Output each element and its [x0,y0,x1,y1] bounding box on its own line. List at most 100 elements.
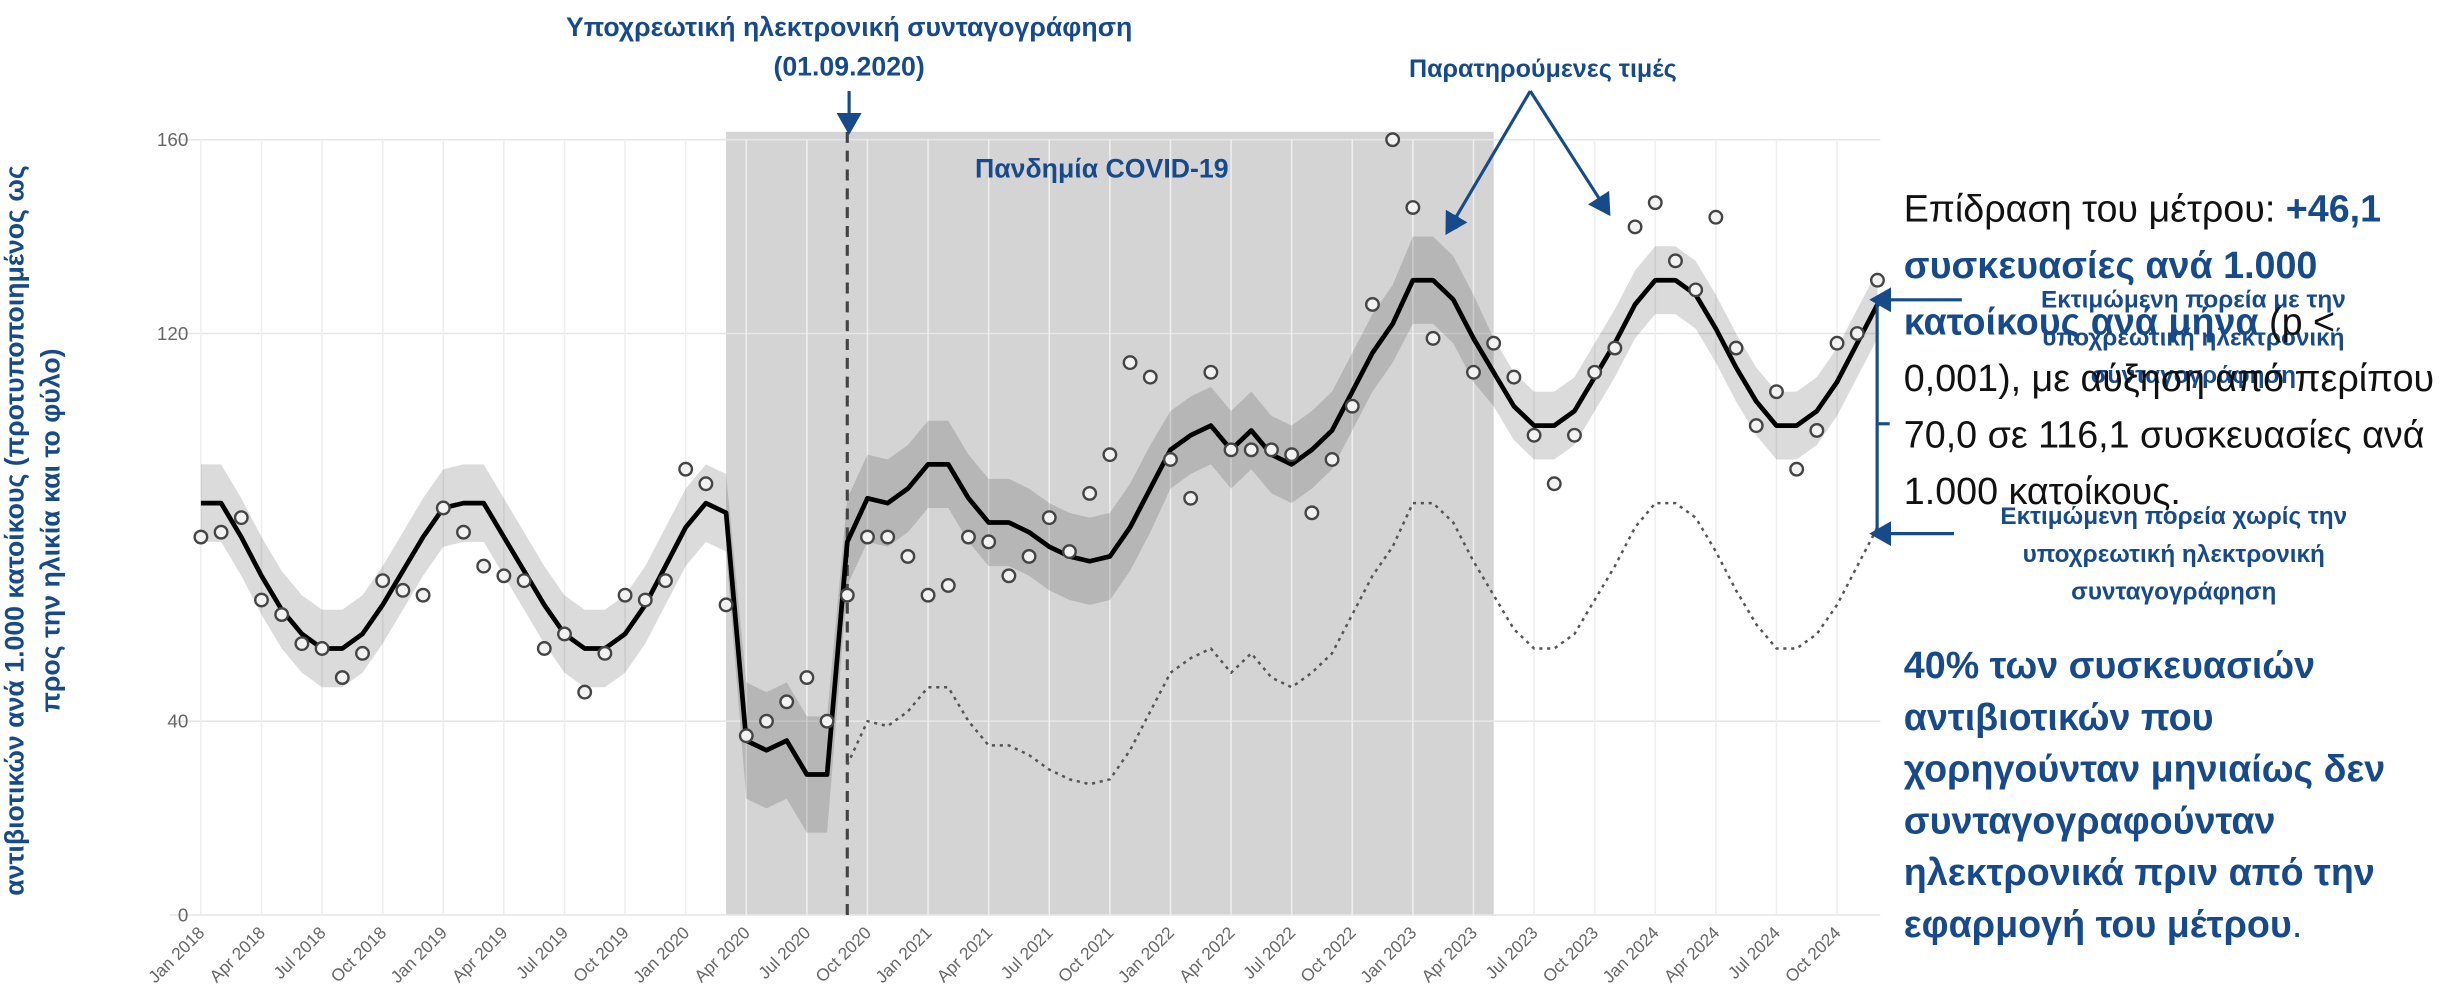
observed-point [799,670,815,686]
x-tick-label: Jul 2024 [1724,922,1785,983]
observed-point [557,626,572,642]
observed-point [658,573,673,589]
observed-point [1102,447,1118,463]
text-segment: Επίδραση του μέτρου: [1903,188,2286,231]
observed-point [900,548,916,564]
covid-label: Πανδημία COVID-19 [974,153,1229,184]
observed-point [819,713,835,729]
x-tick-label: Apr 2019 [448,923,512,987]
observed-point [1688,282,1704,298]
observed-point [839,587,855,603]
observed-point [1324,452,1340,467]
observed-point [1243,442,1259,458]
impact-text: Επίδραση του μέτρου: +46,1 συσκευασίες α… [1904,182,2453,521]
observed-point [456,524,471,540]
arrow [1528,90,1611,217]
observed-point [1668,253,1683,269]
x-tick-label: Apr 2023 [1417,923,1481,987]
observed-point [1385,132,1401,148]
x-tick-label: Jul 2018 [269,923,329,983]
observed-point [981,534,997,550]
observed-point [1062,544,1077,560]
x-tick-label: Oct 2018 [327,923,391,987]
x-tick-label: Oct 2023 [1539,923,1603,987]
observed-point [375,573,391,589]
share-text: 40% των συσκευασιών αντιβιοτικών που χορ… [1904,640,2453,951]
x-tick-label: Jul 2019 [512,923,572,983]
text: (01.09.2020) [773,51,925,82]
observed-point [1142,369,1158,385]
x-tick-label: Jan 2021 [871,923,935,987]
x-tick-label: Apr 2024 [1660,922,1724,986]
observed-point [597,645,613,661]
observed-point [961,529,976,545]
observed-point [940,578,956,593]
observed-point [1223,442,1239,458]
y-tick-label: 40 [167,710,188,731]
observed-point [1405,200,1421,215]
observed-point [577,684,593,700]
x-tick-label: Jul 2021 [997,923,1057,983]
observed-point [738,728,754,744]
observed-label: Παρατηρούμενες τιμές [1408,56,1677,84]
observed-point [880,529,896,545]
observed-point [193,529,209,545]
x-tick-label: Jan 2022 [1114,923,1178,987]
x-tick-label: Apr 2022 [1175,923,1239,987]
observed-point [1041,510,1057,526]
text-segment: +46,1 συσκευασίες ανά 1.000 κατοίκους αν… [1903,188,2382,344]
observed-point [1768,384,1784,400]
observed-point [759,713,774,729]
observed-point [435,500,451,516]
observed-point [1466,364,1481,380]
observed-point [1587,364,1603,380]
observed-point [1627,219,1643,235]
x-tick-label: Apr 2020 [690,923,754,987]
observed-point [718,597,734,613]
x-tick-label: Jul 2022 [1239,923,1299,983]
observed-point [617,587,633,603]
x-tick-label: Jan 2019 [386,923,450,987]
observed-point [1304,505,1320,521]
observed-point [1748,418,1764,434]
observed-point [254,592,269,608]
observed-point [1546,476,1562,492]
x-tick-label: Jan 2020 [629,923,693,987]
x-tick-label: Jan 2023 [1356,923,1420,987]
x-tick-label: Jan 2018 [144,923,208,987]
y-tick-label: 120 [157,323,188,344]
observed-point [1344,398,1360,414]
observed-point [1264,442,1279,458]
observed-point [1486,335,1502,351]
observed-point [678,461,694,477]
x-tick-label: Oct 2021 [1054,923,1118,987]
observed-point [1284,447,1300,463]
observed-point [1506,369,1522,385]
observed-point [1163,452,1178,467]
observed-point [1082,485,1098,501]
observed-point [920,587,936,603]
observed-point [1365,296,1380,312]
x-tick-label: Apr 2021 [933,923,997,987]
counterfactual-label: Εκτιμώμενη πορεία χωρίς την υποχρεωτική … [2000,503,2348,606]
x-tick-label: Oct 2024 [1781,922,1845,986]
text: Υποχρεωτική ηλεκτρονική συνταγογράφηση [565,12,1133,43]
observed-point [1789,461,1805,477]
x-tick-label: Jul 2020 [754,923,814,983]
observed-point [536,641,552,656]
observed-point [698,476,714,492]
arrow [1445,90,1532,235]
observed-point [516,573,532,589]
observed-point [294,636,310,652]
x-tick-label: Oct 2020 [811,923,875,987]
observed-point [355,645,370,661]
observed-point [1001,568,1017,584]
text-segment: . [2291,904,2303,947]
observed-point [496,568,512,584]
observed-point [233,510,249,526]
observed-point [1647,195,1663,211]
